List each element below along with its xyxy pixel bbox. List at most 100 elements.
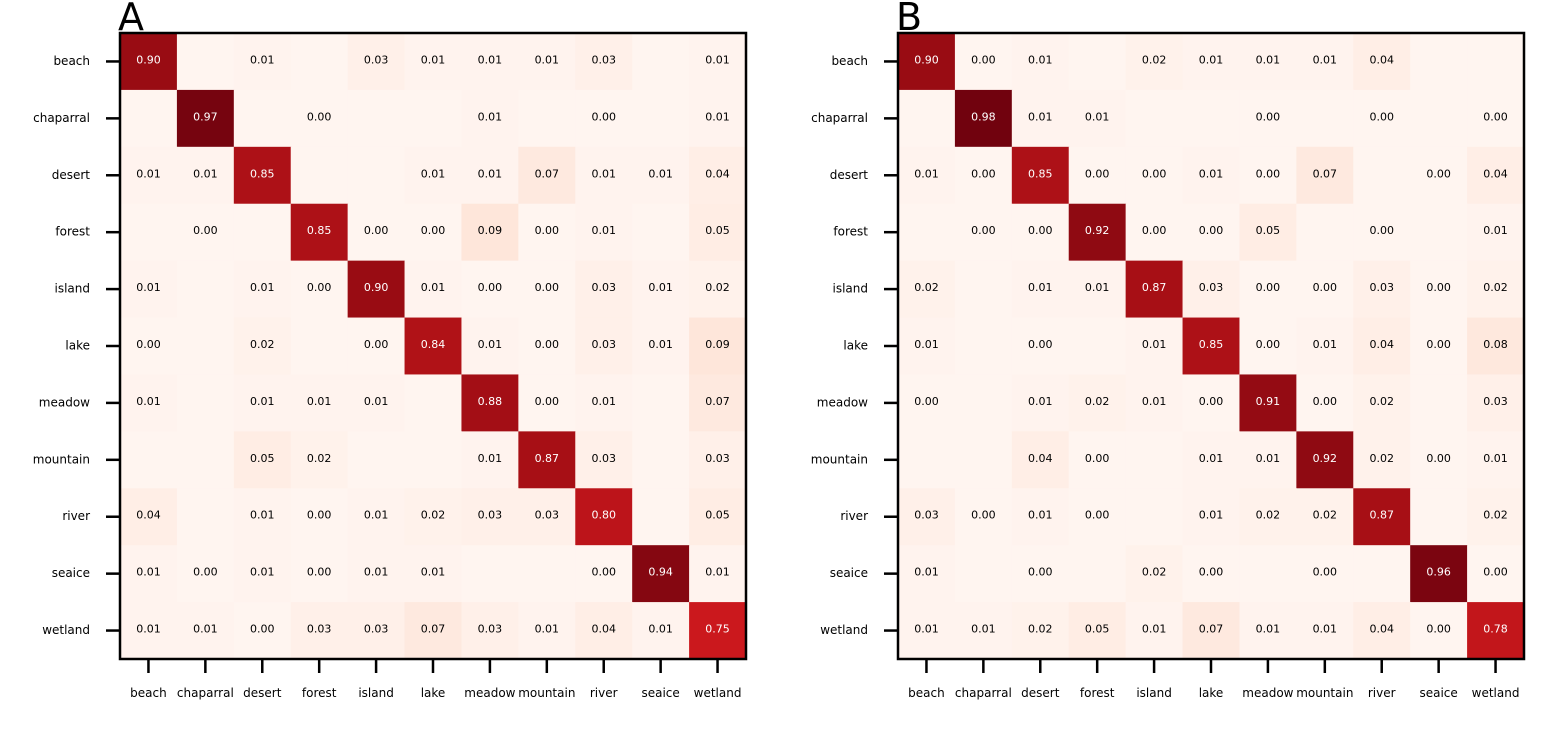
cell-value-label: 0.01	[1483, 452, 1508, 465]
heatmap-cell	[1410, 203, 1468, 262]
heatmap-cell	[120, 146, 178, 205]
heatmap-cell	[404, 545, 462, 603]
cell-value-label: 0.00	[1313, 281, 1338, 294]
heatmap-cell	[1467, 317, 1525, 375]
x-tick-label: river	[1368, 686, 1396, 700]
cell-value-label: 0.03	[307, 623, 332, 636]
cell-value-label: 0.02	[1483, 509, 1508, 522]
heatmap-cell	[461, 203, 519, 262]
heatmap-cell	[1182, 33, 1240, 91]
heatmap-cell	[176, 146, 235, 205]
heatmap-cell	[575, 317, 633, 375]
heatmap-cell	[518, 89, 576, 148]
cell-value-label: 0.00	[1142, 224, 1167, 237]
cell-value-label: 0.87	[1142, 281, 1167, 294]
heatmap-cell	[120, 431, 178, 489]
heatmap-cell	[575, 602, 633, 660]
cell-value-label: 0.01	[1256, 53, 1281, 66]
cell-value-label: 0.02	[1369, 395, 1394, 408]
heatmap-cell	[1296, 317, 1354, 375]
cell-value-label: 0.02	[250, 338, 275, 351]
heatmap-cell	[1467, 602, 1525, 660]
heatmap-cell	[120, 545, 178, 603]
heatmap-cell	[1353, 374, 1411, 432]
heatmap-cell	[461, 545, 519, 603]
heatmap-cell	[1011, 602, 1070, 660]
cell-value-label: 0.00	[1369, 110, 1394, 123]
heatmap-cell	[233, 602, 292, 660]
cell-value-label: 0.02	[705, 281, 730, 294]
heatmap-cell	[176, 602, 235, 660]
cell-value-label: 0.00	[307, 281, 332, 294]
cell-value-label: 0.01	[1028, 281, 1053, 294]
heatmap-cell	[290, 488, 349, 546]
heatmap-cell	[1467, 488, 1525, 546]
cell-value-label: 0.01	[914, 338, 939, 351]
heatmap-cell	[1296, 431, 1354, 489]
heatmap-cell	[689, 317, 747, 375]
cell-value-label: 0.00	[971, 53, 996, 66]
heatmap-cell	[1182, 431, 1240, 489]
cell-value-label: 0.09	[705, 338, 730, 351]
heatmap-cell	[898, 203, 956, 262]
x-tick-label: mountain	[518, 686, 575, 700]
heatmap-cell	[1068, 203, 1127, 262]
x-tick-label: meadow	[1242, 686, 1293, 700]
cell-value-label: 0.91	[1256, 395, 1281, 408]
heatmap-cell	[176, 488, 235, 546]
heatmap-cell	[461, 488, 519, 546]
cell-value-label: 0.03	[914, 509, 939, 522]
heatmap-cell	[518, 260, 576, 319]
cell-value-label: 0.00	[1142, 167, 1167, 180]
cell-value-label: 0.00	[1256, 338, 1281, 351]
heatmap-cell	[954, 602, 1013, 660]
heatmap-cell	[176, 431, 235, 489]
cell-value-label: 0.00	[307, 566, 332, 579]
heatmap-cell	[1125, 146, 1184, 205]
y-tick-label: seaice	[830, 566, 868, 580]
x-tick-label: chaparral	[955, 686, 1012, 700]
y-tick-label: meadow	[39, 395, 90, 409]
cell-value-label: 0.01	[478, 110, 503, 123]
heatmap-cell	[404, 431, 462, 489]
heatmap-cell	[176, 33, 235, 91]
cell-value-label: 0.00	[591, 110, 616, 123]
cell-value-label: 0.00	[971, 224, 996, 237]
heatmap-cell	[518, 431, 576, 489]
x-tick-label: seaice	[641, 686, 679, 700]
y-tick-label: meadow	[817, 395, 868, 409]
cell-value-label: 0.84	[421, 338, 446, 351]
cell-value-label: 0.07	[1313, 167, 1338, 180]
cell-value-label: 0.01	[1199, 53, 1224, 66]
heatmap-cell	[233, 317, 292, 375]
cell-value-label: 0.92	[1085, 224, 1110, 237]
cell-value-label: 0.00	[591, 566, 616, 579]
cell-value-label: 0.02	[1085, 395, 1110, 408]
cell-value-label: 0.03	[364, 53, 389, 66]
x-tick-label: wetland	[694, 686, 742, 700]
cell-value-label: 0.01	[1142, 338, 1167, 351]
confusion-matrix-panel-b: 0.90 0.00 0.01 0.02 0.01 0.01 0.01 0.04 0.98 0.01…	[811, 0, 1526, 700]
heatmap-cell	[1068, 374, 1127, 432]
cell-value-label: 0.01	[1313, 338, 1338, 351]
cell-value-label: 0.01	[1313, 623, 1338, 636]
cell-value-label: 0.00	[1199, 224, 1224, 237]
cell-value-label: 0.01	[478, 167, 503, 180]
heatmap-cell	[1068, 260, 1127, 319]
cell-value-label: 0.80	[591, 509, 616, 522]
cell-value-label: 0.02	[1369, 452, 1394, 465]
cell-value-label: 0.03	[478, 509, 503, 522]
heatmap-cell	[404, 317, 462, 375]
heatmap-cell	[176, 203, 235, 262]
heatmap-cell	[1296, 89, 1354, 148]
heatmap-cell	[1353, 203, 1411, 262]
heatmap-cell	[233, 488, 292, 546]
cell-value-label: 0.87	[1369, 509, 1394, 522]
heatmap-cell	[1125, 488, 1184, 546]
y-tick-label: mountain	[33, 452, 90, 466]
heatmap-cell	[1182, 146, 1240, 205]
cell-value-label: 0.00	[1483, 566, 1508, 579]
heatmap-cell	[461, 317, 519, 375]
cell-value-label: 0.01	[136, 395, 161, 408]
heatmap-cell	[1467, 33, 1525, 91]
